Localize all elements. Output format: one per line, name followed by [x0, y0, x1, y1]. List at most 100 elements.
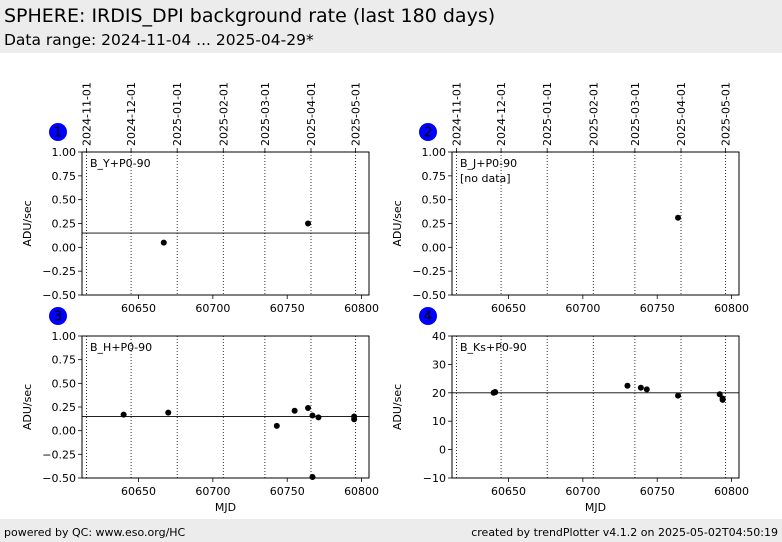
footer-bar: powered by QC: www.eso.org/HC created by… — [0, 519, 782, 542]
plot-frame — [81, 335, 370, 479]
date-tick-label: 2025-01-01 — [171, 82, 184, 146]
footer-created: created by trendPlotter v4.1.2 on 2025-0… — [471, 526, 778, 539]
x-tick-label: 60650 — [121, 302, 156, 315]
y-tick-label: 30 — [432, 358, 446, 371]
data-point — [637, 384, 644, 391]
panel-number-label: 4 — [424, 310, 432, 325]
no-data-label: [no data] — [460, 172, 511, 185]
y-tick-label: −10 — [423, 472, 446, 485]
x-tick-label: 60800 — [714, 485, 749, 498]
page-subtitle: Data range: 2024-11-04 ... 2025-04-29* — [4, 31, 314, 49]
date-tick-label: 2025-03-01 — [629, 82, 642, 146]
x-tick-label: 60700 — [565, 485, 600, 498]
y-axis-label: ADU/sec — [21, 200, 34, 246]
data-point — [643, 386, 650, 393]
plot-frame — [81, 151, 370, 296]
y-tick-label: 10 — [432, 415, 446, 428]
y-tick-label: 0.00 — [52, 425, 77, 438]
panel-number-badge — [49, 307, 67, 325]
x-tick-label: 60700 — [195, 485, 230, 498]
x-tick-label: 60700 — [565, 302, 600, 315]
x-axis-label: MJD — [585, 501, 606, 514]
data-point — [351, 416, 358, 423]
panel-number-badge — [419, 123, 437, 141]
y-tick-label: 0.25 — [52, 401, 77, 414]
x-tick-label: 60750 — [270, 302, 305, 315]
date-tick-label: 2025-02-01 — [587, 82, 600, 146]
y-tick-label: 0.75 — [52, 170, 77, 183]
x-tick-label: 60800 — [344, 485, 379, 498]
date-tick-label: 2025-04-01 — [675, 82, 688, 146]
y-tick-label: 1.00 — [422, 146, 447, 159]
series-label: B_Ks+P0-90 — [460, 341, 527, 354]
y-tick-label: 0.75 — [422, 170, 447, 183]
panel-number-label: 2 — [424, 126, 432, 141]
data-point — [120, 411, 127, 418]
y-tick-label: 0 — [439, 444, 446, 457]
chart-panel-4: −10 0 10 20 30 40 60650 60700 60750 60800 ADU/sec M… — [391, 307, 749, 514]
y-axis-label: ADU/sec — [21, 384, 34, 430]
data-point — [291, 407, 298, 414]
date-tick-label: 2024-12-01 — [125, 82, 138, 146]
x-tick-label: 60750 — [270, 485, 305, 498]
y-tick-label: 0.25 — [52, 218, 77, 231]
y-axis-label: ADU/sec — [391, 384, 404, 430]
y-axis-label: ADU/sec — [391, 200, 404, 246]
x-axis-label: MJD — [215, 501, 236, 514]
data-point — [675, 392, 682, 399]
y-tick-label: 0.50 — [422, 194, 447, 207]
x-tick-label: 60650 — [491, 302, 526, 315]
date-tick-label: 2025-02-01 — [217, 82, 230, 146]
y-tick-label: 1.00 — [52, 146, 77, 159]
y-tick-label: −0.50 — [42, 472, 76, 485]
series-label: B_Y+P0-90 — [90, 157, 151, 170]
y-tick-label: 20 — [432, 387, 446, 400]
y-tick-label: 40 — [432, 330, 446, 343]
panel-number-badge — [49, 123, 67, 141]
chart-panel-2: 2024-11-01 2024-12-01 2025-01-01 2025-02-01… — [391, 82, 749, 315]
date-tick-label: 2025-01-01 — [541, 82, 554, 146]
y-tick-label: −0.25 — [42, 448, 76, 461]
data-point — [624, 382, 631, 389]
y-tick-label: 0.25 — [422, 218, 447, 231]
data-point — [719, 395, 726, 402]
panel-number-badge — [419, 307, 437, 325]
data-point — [160, 239, 167, 246]
x-tick-label: 60700 — [195, 302, 230, 315]
data-point — [273, 422, 280, 429]
y-tick-label: 0.50 — [52, 377, 77, 390]
y-tick-label: 0.75 — [52, 354, 77, 367]
chart-panel-1: 2024-11-01 2024-12-01 2025-01-01 2025-02-01… — [21, 82, 379, 315]
date-tick-label: 2025-04-01 — [305, 82, 318, 146]
y-tick-label: −0.50 — [42, 289, 76, 302]
date-tick-label: 2025-05-01 — [350, 82, 363, 146]
data-point — [309, 412, 316, 419]
data-point — [305, 220, 312, 227]
page-title: SPHERE: IRDIS_DPI background rate (last … — [4, 5, 496, 27]
date-tick-label: 2025-03-01 — [259, 82, 272, 146]
plot-frame — [451, 335, 740, 479]
x-tick-label: 60800 — [344, 302, 379, 315]
header-bar: SPHERE: IRDIS_DPI background rate (last … — [0, 0, 782, 53]
date-tick-label: 2024-11-01 — [450, 82, 463, 146]
data-point — [309, 474, 316, 481]
data-point — [675, 214, 682, 221]
y-tick-label: 0.50 — [52, 194, 77, 207]
chart-panel-3: −0.50 −0.25 0.00 0.25 0.50 0.75 1.00 60650 60700… — [21, 307, 379, 514]
data-point — [315, 414, 322, 421]
y-tick-label: −0.25 — [412, 265, 446, 278]
y-tick-label: 0.00 — [52, 241, 77, 254]
panel-number-label: 3 — [54, 310, 62, 325]
footer-credit: powered by QC: www.eso.org/HC — [4, 526, 186, 539]
series-label: B_J+P0-90 — [460, 157, 517, 170]
data-point — [165, 409, 172, 416]
y-tick-label: 0.00 — [422, 241, 447, 254]
x-tick-label: 60650 — [491, 485, 526, 498]
date-tick-label: 2024-12-01 — [495, 82, 508, 146]
y-tick-label: −0.25 — [42, 265, 76, 278]
data-point — [305, 404, 312, 411]
data-point — [716, 391, 723, 398]
series-label: B_H+P0-90 — [90, 341, 152, 354]
y-tick-label: −0.50 — [412, 289, 446, 302]
